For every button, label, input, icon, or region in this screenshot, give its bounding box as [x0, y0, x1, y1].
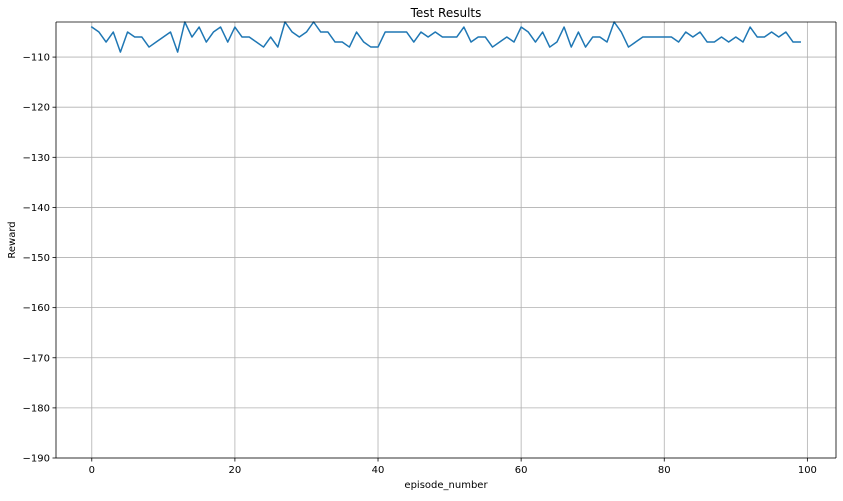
y-tick-label: −120: [23, 103, 50, 114]
chart-title: Test Results: [410, 6, 482, 20]
x-tick-label: 40: [372, 465, 385, 476]
x-tick-label: 20: [229, 465, 242, 476]
grid-lines: [56, 22, 836, 459]
y-tick-label: −110: [23, 53, 50, 64]
x-tick-label: 80: [658, 465, 671, 476]
x-axis-label: episode_number: [404, 480, 488, 491]
y-tick-label: −150: [23, 253, 50, 264]
y-tick-label: −180: [23, 403, 50, 414]
y-tick-label: −190: [23, 454, 50, 465]
y-tick-label: −170: [23, 353, 50, 364]
y-axis-label: Reward: [7, 221, 18, 258]
series-line-reward: [90, 21, 801, 53]
y-tick-label: −130: [23, 153, 50, 164]
axes-frame: [55, 21, 837, 459]
y-tick-label: −160: [23, 303, 50, 314]
tick-marks: 0 20 40 60 80 100 −110 −120 −130 −140 −150 −160 −170…: [23, 53, 817, 476]
x-tick-label: 60: [515, 465, 528, 476]
y-tick-label: −140: [23, 203, 50, 214]
x-tick-label: 100: [798, 465, 817, 476]
x-tick-label: 0: [89, 465, 95, 476]
series-layer: [90, 21, 801, 53]
